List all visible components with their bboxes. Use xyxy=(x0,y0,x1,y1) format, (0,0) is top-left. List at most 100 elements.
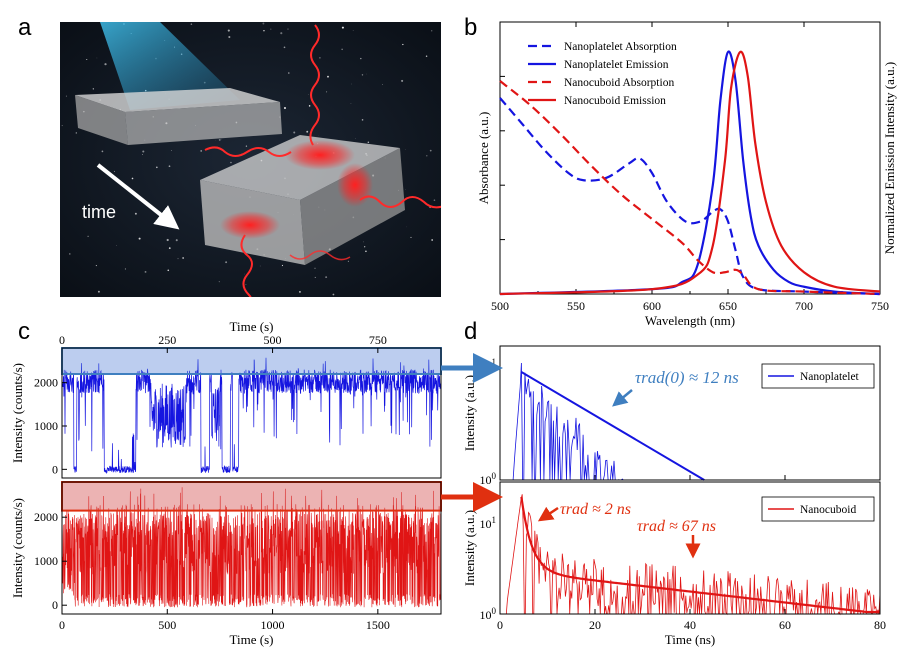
star xyxy=(245,284,247,285)
star xyxy=(287,28,289,30)
x-tick-label-b: 550 xyxy=(567,299,585,313)
x-axis-title-b: Wavelength (nm) xyxy=(645,313,735,328)
star xyxy=(360,57,362,60)
y-axis-title-d-bottom: Intensity (a.u.) xyxy=(462,510,477,586)
star xyxy=(230,161,232,164)
star xyxy=(175,239,178,242)
x-tick-label-c-top: 500 xyxy=(264,333,282,347)
star xyxy=(283,107,287,110)
y-tick-label-c-bottom: 1000 xyxy=(34,554,58,568)
series-line-b-2 xyxy=(499,80,881,296)
star xyxy=(218,138,221,141)
y-tick-label-c-bottom: 2000 xyxy=(34,510,58,524)
x-axis-title-c-bottom: Time (s) xyxy=(230,632,274,647)
nanocuboid-small xyxy=(75,88,282,145)
star xyxy=(281,264,284,267)
panel-letter-a: a xyxy=(18,14,32,41)
x-tick-label-c-bottom: 1000 xyxy=(261,618,285,632)
star xyxy=(218,281,220,283)
x-axis-title-c-top: Time (s) xyxy=(230,319,274,334)
star xyxy=(225,261,228,264)
star xyxy=(319,57,321,59)
trace-d-bottom xyxy=(500,494,881,616)
star xyxy=(308,105,311,107)
star xyxy=(365,250,367,253)
star xyxy=(259,265,261,267)
star xyxy=(341,48,343,51)
highlight-band-c-bottom xyxy=(61,481,442,512)
star xyxy=(367,141,370,143)
series-line-b-3 xyxy=(499,50,881,296)
star xyxy=(65,95,67,97)
star xyxy=(75,132,77,134)
annotation-arrow-d-top xyxy=(612,389,633,407)
star xyxy=(116,244,117,246)
star xyxy=(327,75,329,78)
star xyxy=(270,28,272,30)
x-tick-label-c-bottom: 1500 xyxy=(366,618,390,632)
star xyxy=(283,46,286,49)
star xyxy=(352,30,354,31)
annotation-d-bottom-1: τrad ≈ 2 ns xyxy=(560,501,631,518)
star xyxy=(61,125,63,127)
annotation-d-top: τrad(0) ≈ 12 ns xyxy=(635,368,739,387)
star xyxy=(361,119,364,121)
star xyxy=(293,131,296,134)
y-tick-label-d-bottom-0: 100 xyxy=(480,606,497,622)
star xyxy=(170,150,172,151)
panel-b-spectra: 500 550 600 650 700 750 Wavelength (nm) Absorba… xyxy=(476,21,897,328)
star xyxy=(144,270,147,273)
star xyxy=(433,199,436,202)
x-tick-label-c-bottom: 0 xyxy=(59,618,65,632)
emission-wave-2 xyxy=(204,146,292,157)
star xyxy=(104,63,107,66)
panel-c-traces: 0 250 500 750 0 1000 2000 Time (s) Intensity (co… xyxy=(10,319,442,647)
x-tick-label-d-bottom: 0 xyxy=(497,618,503,632)
legend-label-b-1: Nanoplatelet Emission xyxy=(564,59,669,71)
y-axis-title-left-b: Absorbance (a.u.) xyxy=(476,112,491,205)
star xyxy=(288,72,290,74)
y-tick-label-c-top: 2000 xyxy=(34,376,58,390)
x-tick-label-d-bottom: 60 xyxy=(779,618,791,632)
star xyxy=(142,150,145,153)
y-tick-label-d-top-1: 101 xyxy=(480,357,497,373)
star xyxy=(341,26,344,29)
plot-frame-c-bottom xyxy=(61,481,442,615)
star xyxy=(351,83,352,85)
star xyxy=(131,177,134,180)
star xyxy=(87,235,89,237)
y-axis-title-right-b: Normalized Emission Intensity (a.u.) xyxy=(882,62,897,254)
panel-letter-b: b xyxy=(464,14,478,41)
plot-frame-b xyxy=(499,21,881,295)
time-label: time xyxy=(82,202,116,222)
star xyxy=(410,236,412,238)
star xyxy=(325,276,328,278)
legend-label-d-top: Nanoplatelet xyxy=(800,371,860,383)
star xyxy=(307,94,309,95)
x-tick-label-c-top: 750 xyxy=(369,333,387,347)
y-axis-title-c-top: Intensity (counts/s) xyxy=(10,363,25,463)
y-tick-label-c-top: 1000 xyxy=(34,419,58,433)
star xyxy=(190,23,193,25)
legend-label-b-3: Nanocuboid Emission xyxy=(564,95,666,107)
x-tick-label-b: 650 xyxy=(719,299,737,313)
trace-c-bottom xyxy=(61,487,442,608)
y-tick-label-d-top-0: 100 xyxy=(480,471,497,487)
trace-c-top xyxy=(61,357,442,475)
star xyxy=(299,291,301,293)
y-tick-label-d-bottom-1: 101 xyxy=(480,515,497,531)
star xyxy=(138,237,141,240)
emission-wave-5 xyxy=(289,250,351,261)
x-tick-label-c-top: 0 xyxy=(59,333,65,347)
star xyxy=(306,130,309,133)
star xyxy=(429,149,432,152)
star xyxy=(227,29,230,32)
panel-d-decays: 101 100 Intensity (a.u.) Nanoplatelet τrad(0… xyxy=(462,345,886,647)
x-axis-title-d-bottom: Time (ns) xyxy=(665,632,715,647)
x-tick-label-b: 750 xyxy=(871,299,889,313)
y-tick-label-c-top: 0 xyxy=(52,462,58,476)
star xyxy=(220,139,222,140)
star xyxy=(113,170,115,172)
x-tick-label-c-top: 250 xyxy=(158,333,176,347)
